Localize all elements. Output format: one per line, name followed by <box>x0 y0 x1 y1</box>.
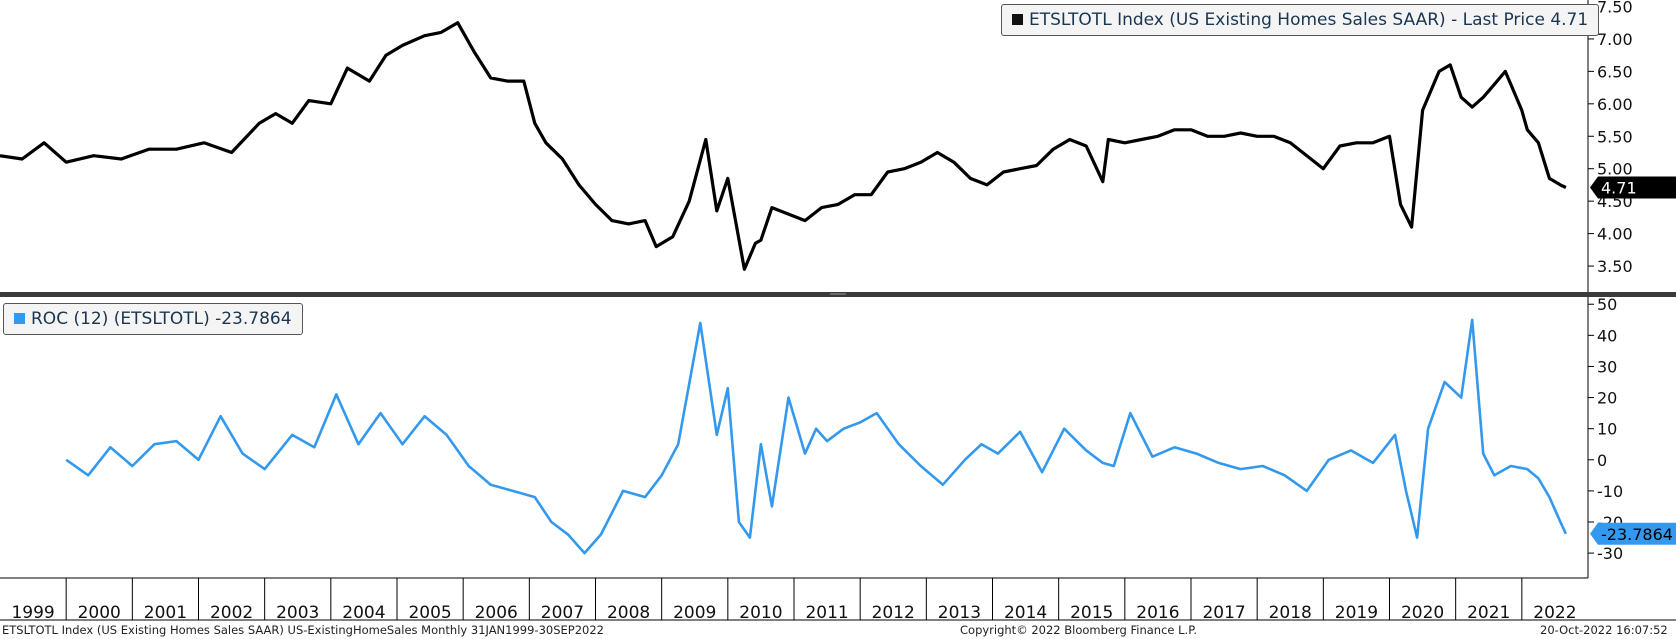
price-ytick-label: 6.00 <box>1597 95 1633 114</box>
roc-legend-swatch <box>14 313 25 324</box>
price-last-value-tag <box>1590 176 1676 199</box>
roc-series-line <box>65 318 1568 555</box>
x-tick-label-2011: 2011 <box>805 603 848 623</box>
roc-ytick-label: 0 <box>1597 451 1607 470</box>
price-ytick-label: 6.50 <box>1597 62 1633 81</box>
x-tick-label-2012: 2012 <box>872 603 915 623</box>
price-ytick-label: 7.00 <box>1597 30 1633 49</box>
roc-ytick-label: -10 <box>1597 482 1623 501</box>
price-legend-text: ETSLTOTL Index (US Existing Homes Sales … <box>1029 10 1589 30</box>
roc-ytick-label: -30 <box>1597 544 1623 563</box>
x-tick-label-2004: 2004 <box>342 603 385 623</box>
x-tick-label-2021: 2021 <box>1467 603 1510 623</box>
x-tick-label-2009: 2009 <box>673 603 716 623</box>
x-tick-label-2007: 2007 <box>541 603 584 623</box>
x-tick-label-2020: 2020 <box>1401 603 1444 623</box>
footer-right: 20-Oct-2022 16:07:52 <box>1540 623 1668 637</box>
price-legend: ETSLTOTL Index (US Existing Homes Sales … <box>1001 4 1600 36</box>
price-ytick-label: 5.00 <box>1597 160 1633 179</box>
x-tick-label-2000: 2000 <box>78 603 121 623</box>
x-tick-label-2001: 2001 <box>144 603 187 623</box>
label-layer: 3.504.004.505.005.506.006.507.007.504.71… <box>11 0 1676 623</box>
x-tick-label-2016: 2016 <box>1136 603 1179 623</box>
x-tick-label-2008: 2008 <box>607 603 650 623</box>
price-ytick-label: 3.50 <box>1597 257 1633 276</box>
x-tick-label-2015: 2015 <box>1070 603 1113 623</box>
roc-ytick-label: 40 <box>1597 326 1617 345</box>
x-tick-label-2005: 2005 <box>408 603 451 623</box>
roc-ytick-label: 20 <box>1597 389 1617 408</box>
roc-ytick-label: 10 <box>1597 420 1617 439</box>
price-last-value-label: 4.71 <box>1601 179 1637 198</box>
footer-center: Copyright© 2022 Bloomberg Finance L.P. <box>960 623 1197 637</box>
x-tick-label-2010: 2010 <box>739 603 782 623</box>
x-tick-label-2006: 2006 <box>475 603 518 623</box>
x-tick-label-2013: 2013 <box>938 603 981 623</box>
price-series-line <box>0 21 1567 271</box>
series-layer <box>0 21 1568 555</box>
x-tick-label-2022: 2022 <box>1533 603 1576 623</box>
roc-last-value-tag <box>1590 522 1676 545</box>
axes-layer <box>0 0 1676 621</box>
price-ytick-label: 5.50 <box>1597 127 1633 146</box>
roc-last-value-label: -23.7864 <box>1601 525 1673 544</box>
roc-legend-text: ROC (12) (ETSLTOTL) -23.7864 <box>31 309 292 329</box>
x-tick-label-2019: 2019 <box>1335 603 1378 623</box>
footer-left: ETSLTOTL Index (US Existing Homes Sales … <box>2 623 604 637</box>
roc-legend: ROC (12) (ETSLTOTL) -23.7864 <box>3 303 303 335</box>
x-tick-label-1999: 1999 <box>11 603 54 623</box>
x-tick-label-2014: 2014 <box>1004 603 1047 623</box>
x-tick-label-2003: 2003 <box>276 603 319 623</box>
price-legend-swatch <box>1012 14 1023 25</box>
x-tick-label-2018: 2018 <box>1269 603 1312 623</box>
roc-ytick-label: 30 <box>1597 357 1617 376</box>
x-tick-label-2002: 2002 <box>210 603 253 623</box>
roc-ytick-label: 50 <box>1597 295 1617 314</box>
price-ytick-label: 4.00 <box>1597 225 1633 244</box>
x-tick-label-2017: 2017 <box>1202 603 1245 623</box>
price-ytick-label: 7.50 <box>1597 0 1633 16</box>
